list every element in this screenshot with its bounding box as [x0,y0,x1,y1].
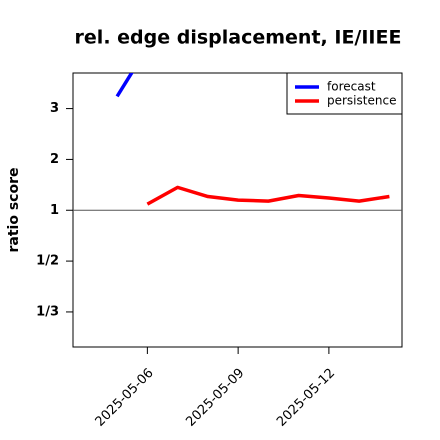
series-line [115,73,134,98]
series-line [146,185,390,206]
legend-box [286,72,403,115]
y-tick-label: 1/3 [36,304,59,319]
y-tick-label: 2 [50,152,59,167]
y-axis-label: ratio score [6,168,22,253]
chart-title: rel. edge displacement, IE/IIEE [75,27,402,49]
legend-label: forecast [327,80,376,94]
y-tick-label: 1 [50,203,59,218]
y-tick-label: 1/2 [36,254,59,269]
legend-label: persistence [327,94,396,108]
y-tick-label: 3 [50,101,59,116]
plot-area [115,73,390,206]
x-tick-label: 2025-05-06 [93,366,157,430]
x-tick-label: 2025-05-09 [183,366,247,430]
x-tick-label: 2025-05-12 [274,366,338,430]
